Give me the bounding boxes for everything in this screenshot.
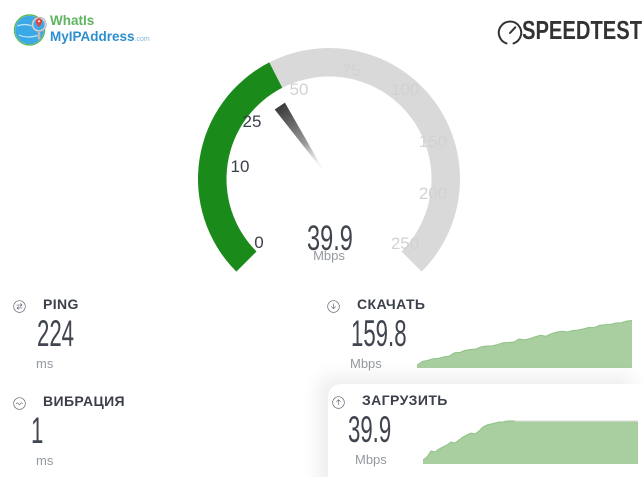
svg-text:0: 0: [254, 233, 263, 252]
svg-text:200: 200: [419, 184, 447, 203]
svg-text:1: 1: [31, 416, 43, 450]
svg-text:100: 100: [391, 80, 419, 99]
svg-text:50: 50: [290, 80, 309, 99]
svg-text:250: 250: [391, 234, 419, 253]
svg-text:25: 25: [243, 112, 262, 131]
svg-text:75: 75: [342, 61, 361, 80]
svg-text:39.9: 39.9: [348, 415, 391, 449]
svg-text:10: 10: [231, 157, 250, 176]
svg-text:Mbps: Mbps: [313, 248, 345, 263]
svg-text:224: 224: [37, 319, 74, 353]
svg-text:159.8: 159.8: [351, 319, 407, 353]
svg-text:150: 150: [419, 132, 447, 151]
